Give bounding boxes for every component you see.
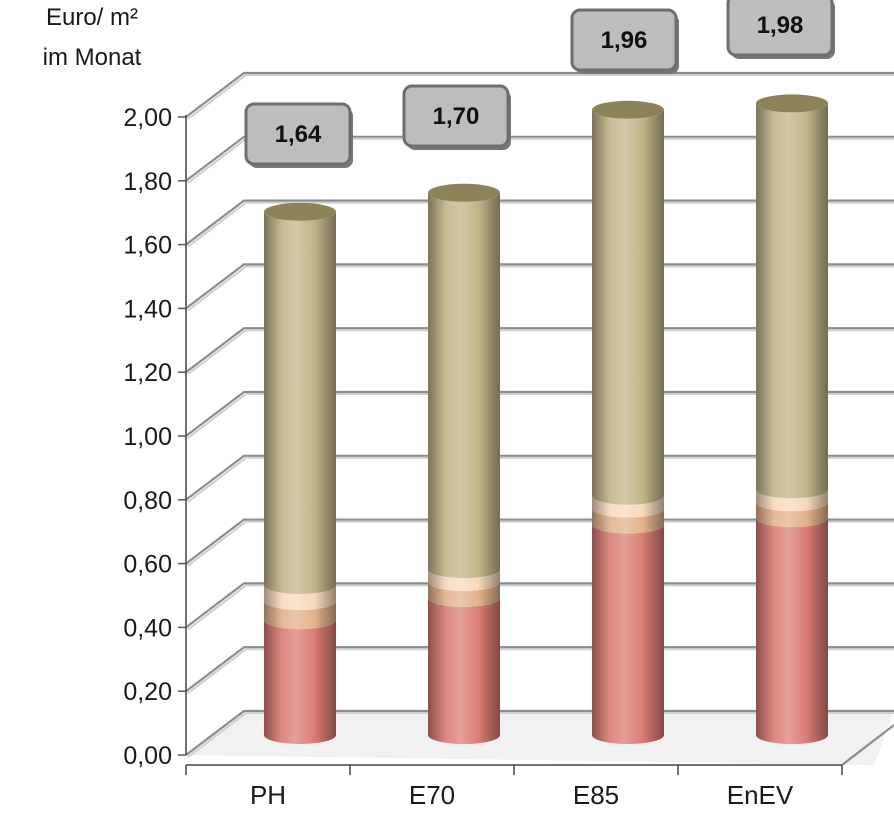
bar-segment (592, 508, 664, 534)
gridline (185, 582, 894, 629)
x-tick-label: EnEV (727, 780, 794, 810)
bar-PH (264, 202, 336, 744)
bar-segment (428, 597, 500, 744)
total-callout-label: 1,70 (433, 103, 480, 130)
bar-segment (264, 620, 336, 744)
bar-segment (592, 109, 664, 505)
chart-walls (186, 63, 894, 765)
y-tick-label: 0,60 (123, 551, 172, 579)
total-callouts: 1,64 1,70 1,96 1,98 (244, 0, 835, 168)
bars (264, 94, 828, 744)
y-axis-label-line-2: im Monat (42, 44, 142, 71)
bar-segment (756, 489, 828, 512)
total-callout-box (402, 84, 510, 148)
floor-edge (841, 724, 894, 766)
bar-segment (264, 585, 336, 611)
bar-segment (592, 495, 664, 518)
bar-segment (592, 524, 664, 744)
bar-top-cap (756, 94, 828, 113)
gridline-shadow (187, 74, 894, 120)
total-callout-box (244, 102, 352, 166)
gridline-shadow (187, 329, 894, 375)
gridline-shadow (187, 265, 894, 312)
bar-top-cap (428, 183, 500, 202)
gridline (185, 709, 894, 756)
gridline-shadow (187, 520, 894, 567)
bar-segment (756, 103, 828, 499)
gridline-shadow (187, 648, 894, 694)
gridline (185, 390, 894, 437)
bar-segment (756, 518, 828, 744)
gridline (185, 454, 894, 501)
floor (186, 711, 894, 765)
total-callout-box (726, 0, 834, 57)
gridline-shadow (187, 456, 894, 503)
gridline-shadow (187, 393, 894, 439)
gridline (185, 263, 894, 310)
y-axis-label-line-1: Euro/ m² (45, 4, 138, 31)
x-tick-label: E70 (409, 780, 455, 810)
y-tick-label: 0,40 (123, 614, 172, 642)
gridline (185, 135, 894, 182)
bar-segment (428, 192, 500, 579)
gridline-shadow (187, 712, 894, 758)
y-tick-label: 0,00 (123, 742, 172, 770)
total-callout-label: 1,96 (601, 27, 648, 54)
y-tick-label: 2,00 (123, 104, 172, 132)
y-tick-label: 1,80 (123, 168, 172, 196)
y-tick-label: 1,20 (123, 359, 172, 387)
bar-segment (264, 601, 336, 630)
bar-top-cap (264, 202, 336, 221)
gridline-shadow (187, 584, 894, 631)
gridline-shadow (187, 201, 894, 248)
total-callout-label: 1,98 (757, 12, 804, 39)
gridline (185, 199, 894, 246)
bar-segment (428, 581, 500, 607)
y-tick-label: 1,00 (123, 423, 172, 451)
bar-segment (264, 211, 336, 595)
gridline (185, 71, 894, 118)
gridline (185, 327, 894, 374)
total-callout-label: 1,64 (275, 121, 322, 148)
bar-EnEV (756, 94, 828, 744)
y-tick-label: 0,20 (123, 678, 172, 706)
side-wall (186, 63, 244, 755)
y-tick-label: 1,60 (123, 232, 172, 260)
y-tick-label: 0,80 (123, 487, 172, 515)
x-tick-label: E85 (573, 780, 619, 810)
bar-E85 (592, 100, 664, 744)
y-tick-label: 1,40 (123, 295, 172, 323)
gridline (185, 518, 894, 565)
bar-segment (428, 569, 500, 591)
bar-segment (756, 502, 828, 528)
gridline (185, 646, 894, 693)
axes: 0,00 0,20 0,40 0,60 0,80 1,00 1,20 1,40 1,60 1,80… (123, 104, 894, 810)
bar-top-cap (592, 100, 664, 119)
total-callout-box (570, 8, 678, 72)
back-wall (244, 63, 894, 711)
bar-E70 (428, 183, 500, 744)
x-tick-label: PH (250, 780, 286, 810)
